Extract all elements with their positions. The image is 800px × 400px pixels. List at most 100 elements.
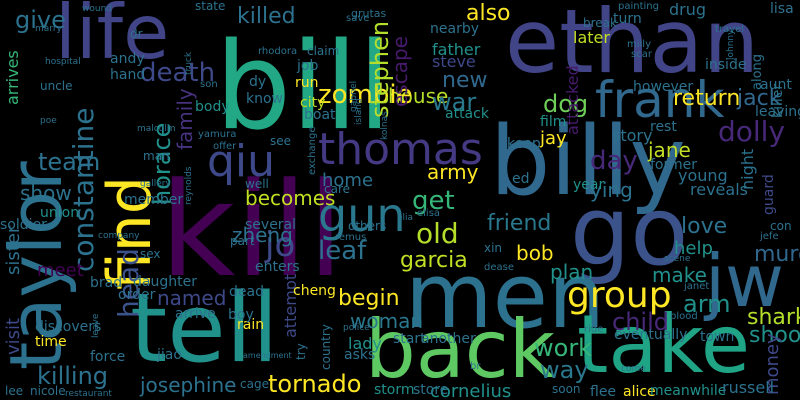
word-story: story [612,126,653,145]
word-frank: frank [595,71,725,129]
word-bob: bob [516,241,554,265]
word-son: son [200,79,218,90]
word-make: make [652,263,707,287]
word-army: army [427,160,479,184]
word-con: con [770,219,792,233]
word-start: start [393,331,426,347]
word-take: take [577,298,751,391]
word-wound: wound [82,4,112,14]
word-back: back [365,303,556,396]
word-tell: tell [130,274,279,384]
word-josephine: josephine [140,373,237,397]
word-save: save [346,13,370,24]
word-guard: guard [761,174,777,215]
word-show: show [20,181,72,205]
word-nearby: nearby [430,21,479,37]
word-help: help [674,238,713,259]
word-rain: rain [237,317,265,333]
word-old: old [416,217,459,250]
word-force: force [90,349,126,365]
word-day: day [590,146,638,176]
word-dr: dr [130,27,143,41]
word-keep: keep [507,136,541,152]
word-discovers: discovers [35,319,102,335]
word-shark: shark [747,305,800,330]
word-ed: ed [512,171,530,187]
word-eventually: eventually [614,327,688,343]
word-lady: lady [348,334,382,353]
word-jane: jane [648,138,691,162]
word-visit: visit [3,317,24,355]
word-garcia: garcia [400,248,468,273]
word-jo: jo [265,225,296,265]
word-leave: leave [91,313,101,338]
word-later: later [573,28,610,47]
word-soon: soon [552,382,581,396]
word-war: war [432,88,477,116]
word-leaf: leaf [318,236,367,266]
word-restaurant: restaurant [65,389,112,399]
word-cornelius: cornelius [430,381,512,400]
word-daughter: daughter [133,274,197,290]
word-team: team [38,148,101,176]
word-get: get [412,186,455,216]
word-woman: woman [350,309,424,333]
word-others: others [348,219,387,233]
word-grutas: grutas [351,7,387,20]
word-becomes: becomes [245,186,336,210]
word-sister: sister [3,225,24,275]
word-sex: sex [140,247,161,261]
word-russell: russell [722,378,775,397]
word-kill: kill [160,154,344,306]
word-exchange: exchange [307,126,318,175]
word-member: member [124,192,184,208]
word-thomas: thomas [318,124,483,175]
word-steve: steve [432,52,476,71]
word-friend: friend [487,211,552,236]
word-see: see [270,134,292,148]
word-qiu: qiu [207,136,276,187]
word-leaving: leaving [755,104,800,120]
word-jack: jack [737,86,782,111]
word-break: break [583,16,617,30]
word-uncle: uncle [40,79,73,93]
word-job: job [297,58,319,74]
word-hospital: hospital [45,57,81,67]
word-state: state [195,0,226,13]
word-meanwhile: meanwhile [650,383,727,399]
word-father: father [432,40,481,59]
word-several: several [245,217,297,233]
word-also: also [466,1,511,26]
word-rest: rest [650,119,677,135]
word-br: br [470,361,481,372]
word-murder: murder [754,242,800,267]
word-ride: ride [584,324,604,335]
word-town: town [700,329,735,345]
word-travel: travel [715,24,745,35]
word-nicole: nicole [30,384,66,398]
word-hand: hand [110,67,146,83]
word-go: go [570,177,689,287]
word-know: know [246,91,283,107]
word-reynolds: reynolds [184,166,194,205]
word-cheng: cheng [293,283,336,299]
word-amendment: amendment [243,351,292,360]
word-killing: killing [37,362,109,390]
word-truck: truck [184,51,194,75]
word-drug: drug [669,0,707,19]
word-arm: arm [683,290,731,318]
word-care: care [324,182,351,196]
word-andy: andy [110,51,145,67]
word-elisa: elisa [417,208,441,219]
word-body: body [195,99,230,115]
word-attack: attack [445,106,489,122]
word-however: however [633,79,694,95]
word-claim: claim [307,44,340,58]
word-arrives: arrives [3,50,22,105]
word-man: man [143,149,170,163]
word-film: film [540,114,567,130]
word-poe: poe [40,116,57,126]
word-death: death [140,58,216,88]
word-boat: boat [304,107,336,123]
